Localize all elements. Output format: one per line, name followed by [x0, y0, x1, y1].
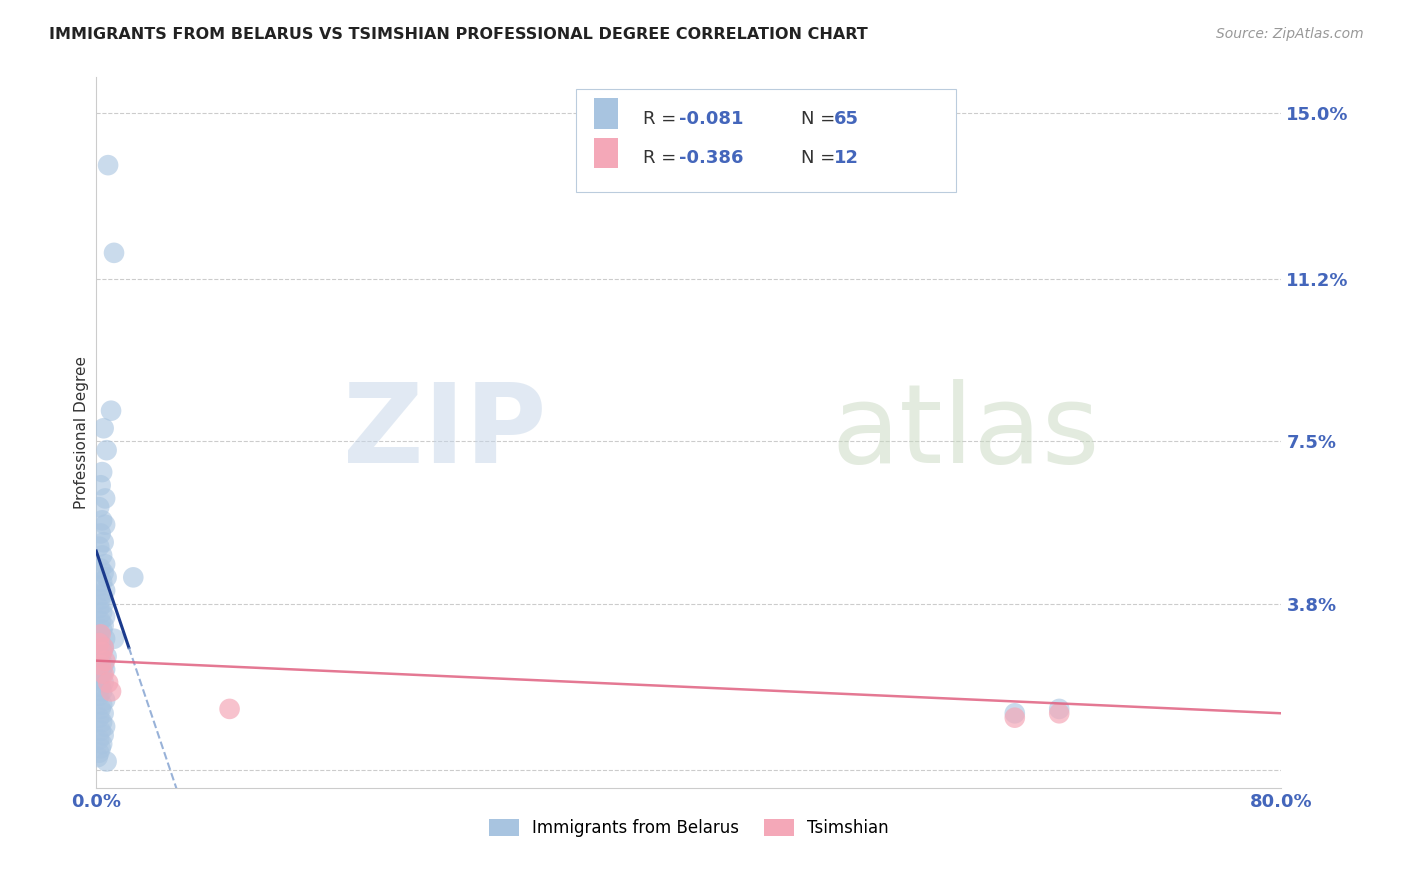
Point	[100, 684, 122, 698]
Point	[89, 711, 111, 725]
Point	[90, 592, 112, 607]
Point	[90, 478, 112, 492]
Text: 65: 65	[834, 110, 859, 128]
Point	[91, 714, 114, 729]
Point	[90, 741, 112, 756]
Point	[93, 640, 115, 655]
Point	[91, 666, 114, 681]
Point	[91, 465, 114, 479]
Text: atlas: atlas	[831, 379, 1099, 486]
Point	[94, 632, 117, 646]
Point	[94, 693, 117, 707]
Point	[93, 421, 115, 435]
Point	[94, 662, 117, 676]
Point	[96, 649, 118, 664]
Text: 12: 12	[834, 149, 859, 167]
Point	[94, 654, 117, 668]
Point	[97, 158, 120, 172]
Point	[103, 245, 125, 260]
Point	[90, 680, 112, 694]
Point	[103, 632, 125, 646]
Point	[91, 606, 114, 620]
Point	[97, 675, 120, 690]
Text: R =: R =	[643, 149, 682, 167]
Point	[1004, 711, 1026, 725]
Point	[96, 570, 118, 584]
Point	[93, 640, 115, 655]
Point	[91, 588, 114, 602]
Point	[89, 689, 111, 703]
Point	[90, 654, 112, 668]
Point	[90, 658, 112, 673]
Point	[93, 706, 115, 721]
Point	[90, 526, 112, 541]
Point	[94, 517, 117, 532]
Text: ZIP: ZIP	[343, 379, 547, 486]
Text: -0.081: -0.081	[679, 110, 744, 128]
Text: N =: N =	[801, 110, 841, 128]
Point	[89, 636, 111, 650]
Point	[91, 645, 114, 659]
Point	[91, 513, 114, 527]
Point	[89, 601, 111, 615]
Point	[96, 755, 118, 769]
Point	[90, 614, 112, 628]
Y-axis label: Professional Degree: Professional Degree	[75, 356, 90, 509]
Point	[90, 636, 112, 650]
Point	[1047, 702, 1070, 716]
Point	[89, 627, 111, 641]
Point	[90, 561, 112, 575]
Text: IMMIGRANTS FROM BELARUS VS TSIMSHIAN PROFESSIONAL DEGREE CORRELATION CHART: IMMIGRANTS FROM BELARUS VS TSIMSHIAN PRO…	[49, 27, 868, 42]
Legend: Immigrants from Belarus, Tsimshian: Immigrants from Belarus, Tsimshian	[482, 812, 896, 844]
Text: Source: ZipAtlas.com: Source: ZipAtlas.com	[1216, 27, 1364, 41]
Text: R =: R =	[643, 110, 682, 128]
Point	[93, 597, 115, 611]
Point	[90, 627, 112, 641]
Point	[122, 570, 145, 584]
Point	[94, 491, 117, 506]
Point	[93, 666, 115, 681]
Point	[96, 443, 118, 458]
Point	[89, 732, 111, 747]
Point	[100, 403, 122, 417]
Point	[93, 675, 115, 690]
Point	[89, 746, 111, 760]
Point	[1004, 706, 1026, 721]
Point	[94, 719, 117, 733]
Point	[94, 609, 117, 624]
Point	[93, 535, 115, 549]
Point	[94, 558, 117, 572]
Point	[91, 684, 114, 698]
Point	[87, 750, 110, 764]
Point	[93, 728, 115, 742]
Point	[91, 645, 114, 659]
Text: -0.386: -0.386	[679, 149, 744, 167]
Point	[1047, 706, 1070, 721]
Point	[94, 583, 117, 598]
Point	[89, 579, 111, 593]
Point	[91, 549, 114, 563]
Point	[91, 574, 114, 589]
Point	[91, 623, 114, 637]
Point	[90, 702, 112, 716]
Point	[89, 671, 111, 685]
Text: N =: N =	[801, 149, 841, 167]
Point	[91, 698, 114, 712]
Point	[91, 737, 114, 751]
Point	[90, 723, 112, 738]
Point	[93, 658, 115, 673]
Point	[218, 702, 240, 716]
Point	[93, 566, 115, 580]
Point	[93, 618, 115, 632]
Point	[89, 500, 111, 515]
Point	[89, 540, 111, 554]
